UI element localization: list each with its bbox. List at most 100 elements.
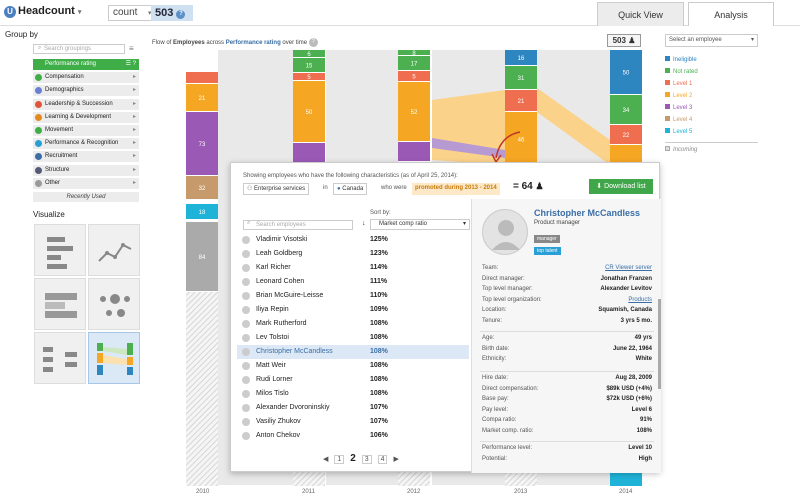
employee-row[interactable]: Matt Weir 108% bbox=[237, 359, 469, 373]
legend-incoming[interactable]: Incoming bbox=[665, 146, 697, 153]
page-4-button[interactable]: 4 bbox=[377, 455, 388, 464]
chevron-right-icon[interactable]: ▸ bbox=[132, 166, 136, 173]
vis-bar-chart-option[interactable] bbox=[34, 224, 86, 276]
bar-segment[interactable] bbox=[186, 176, 218, 199]
sidebar-item[interactable]: Performance & Recognition ▸ bbox=[33, 138, 139, 150]
vis-bubble-option[interactable] bbox=[88, 278, 140, 330]
metric-dropdown[interactable]: Headcount ▾ bbox=[18, 5, 81, 17]
bar-segment[interactable] bbox=[293, 73, 325, 80]
detail-scrollbar[interactable] bbox=[658, 299, 661, 389]
sidebar-item[interactable]: Structure ▸ bbox=[33, 164, 139, 176]
page-3-button[interactable]: 3 bbox=[361, 455, 372, 464]
legend-item[interactable]: Level 2 bbox=[665, 92, 692, 99]
bar-segment[interactable] bbox=[293, 143, 325, 162]
tab-quick-view[interactable]: Quick View bbox=[597, 2, 684, 26]
chevron-right-icon[interactable]: ▸ bbox=[132, 113, 136, 120]
legend-item[interactable]: Level 5 bbox=[665, 128, 692, 135]
legend-item[interactable]: Not rated bbox=[665, 68, 698, 75]
employee-row[interactable]: Brian McGuire-Leisse 110% bbox=[237, 289, 469, 303]
employee-search-input[interactable]: Search employees bbox=[243, 220, 353, 230]
bar-segment[interactable] bbox=[186, 222, 218, 291]
filter-chip-org[interactable]: ⚇ Enterprise services bbox=[243, 183, 310, 195]
vis-line-chart-option[interactable] bbox=[88, 224, 140, 276]
sidebar-item[interactable]: Leadership & Succession ▸ bbox=[33, 98, 139, 110]
bar-segment[interactable] bbox=[505, 90, 537, 111]
detail-value[interactable]: Products bbox=[628, 296, 652, 303]
select-employee-dropdown[interactable]: Select an employee ▾ bbox=[665, 34, 758, 47]
bar-segment[interactable] bbox=[505, 112, 537, 166]
employee-row[interactable]: Vasiliy Zhukov 107% bbox=[237, 415, 469, 429]
sidebar-item[interactable]: Compensation ▸ bbox=[33, 72, 139, 84]
page-1-button[interactable]: 1 bbox=[334, 455, 345, 464]
chevron-right-icon[interactable]: ▸ bbox=[132, 74, 136, 81]
bar-segment[interactable] bbox=[186, 204, 218, 219]
bar-segment[interactable] bbox=[398, 71, 430, 81]
employee-row[interactable]: Mark Rutherford 108% bbox=[237, 317, 469, 331]
bar-segment[interactable] bbox=[398, 82, 430, 141]
employee-row[interactable]: Milos Tislo 108% bbox=[237, 387, 469, 401]
help-icon[interactable]: ? bbox=[176, 10, 186, 19]
sidebar-item[interactable]: Learning & Development ▸ bbox=[33, 111, 139, 123]
filter-chip-location[interactable]: ● Canada bbox=[333, 183, 368, 195]
sidebar-item[interactable]: Other ▸ bbox=[33, 177, 139, 189]
employee-row[interactable]: Leonard Cohen 111% bbox=[237, 275, 469, 289]
employee-row[interactable]: Alexander Dvoroninskiy 107% bbox=[237, 401, 469, 415]
bar-segment[interactable] bbox=[398, 142, 430, 161]
bar-segment[interactable] bbox=[610, 50, 642, 94]
legend-item[interactable]: Level 4 bbox=[665, 116, 692, 123]
sidebar-item[interactable]: Recruitment ▸ bbox=[33, 151, 139, 163]
employee-row[interactable]: Rudi Lorner 108% bbox=[237, 373, 469, 387]
bar-segment[interactable] bbox=[186, 72, 218, 83]
employee-row[interactable]: Lev Tolstoi 108% bbox=[237, 331, 469, 345]
sort-icon[interactable]: ≡ bbox=[129, 44, 134, 53]
vis-sankey-option[interactable] bbox=[88, 332, 140, 384]
prev-page-icon[interactable]: ◀ bbox=[323, 456, 329, 463]
profile-name[interactable]: Christopher McCandless bbox=[534, 208, 641, 218]
vis-stacked-option[interactable] bbox=[34, 278, 86, 330]
employee-row[interactable]: Iliya Repin 109% bbox=[237, 303, 469, 317]
title-grouping[interactable]: Performance rating bbox=[225, 40, 281, 46]
bar-segment[interactable] bbox=[505, 50, 537, 65]
employee-row[interactable]: Anton Chekov 106% bbox=[237, 429, 469, 443]
download-list-button[interactable]: ⬇ Download list bbox=[589, 179, 653, 194]
legend-item[interactable]: Ineligible bbox=[665, 56, 697, 63]
chevron-right-icon[interactable]: ▸ bbox=[132, 127, 136, 133]
chevron-right-icon[interactable]: ▸ bbox=[132, 153, 136, 160]
bar-segment[interactable] bbox=[505, 66, 537, 89]
chevron-right-icon[interactable]: ▸ bbox=[132, 100, 136, 107]
tab-analysis[interactable]: Analysis bbox=[688, 2, 774, 26]
chevron-right-icon[interactable]: ▸ bbox=[132, 140, 136, 147]
bar-segment[interactable] bbox=[186, 84, 218, 111]
bar-segment[interactable] bbox=[398, 56, 430, 70]
recently-used-toggle[interactable]: Recently Used bbox=[33, 192, 139, 202]
bar-segment[interactable] bbox=[610, 125, 642, 144]
detail-value[interactable]: CR Viewer server bbox=[605, 265, 652, 271]
bar-segment[interactable] bbox=[293, 50, 325, 57]
employee-row[interactable]: Karl Richer 114% bbox=[237, 261, 469, 275]
sort-direction-icon[interactable]: ↓ bbox=[362, 220, 366, 227]
employee-row[interactable]: Vladimir Visotski 125% bbox=[237, 233, 469, 247]
employee-row[interactable]: Christopher McCandless 108% bbox=[237, 345, 469, 359]
help-icon[interactable]: ? bbox=[308, 38, 318, 47]
sidebar-item[interactable]: Demographics ▸ bbox=[33, 85, 139, 97]
bar-segment[interactable] bbox=[186, 112, 218, 175]
filter-chip-promoted[interactable]: promoted during 2013 - 2014 bbox=[412, 183, 500, 195]
legend-item[interactable]: Level 3 bbox=[665, 104, 692, 111]
bar-segment[interactable] bbox=[610, 145, 642, 164]
legend-item[interactable]: Level 1 bbox=[665, 80, 692, 87]
bar-segment[interactable] bbox=[186, 292, 218, 486]
sort-dropdown[interactable]: Market comp ratio ▾ bbox=[370, 219, 470, 230]
bar-segment[interactable] bbox=[610, 95, 642, 124]
sidebar-item[interactable]: Performance rating ☰ ? bbox=[33, 59, 139, 70]
count-dropdown[interactable]: count ▾ bbox=[108, 5, 157, 21]
vis-flow-option[interactable] bbox=[34, 332, 86, 384]
next-page-icon[interactable]: ▶ bbox=[393, 456, 399, 463]
chevron-right-icon[interactable]: ▸ bbox=[132, 179, 136, 186]
bar-segment[interactable] bbox=[398, 50, 430, 55]
bar-segment[interactable] bbox=[293, 58, 325, 72]
chevron-right-icon[interactable]: ▸ bbox=[132, 87, 136, 94]
grouping-search-input[interactable]: Search groupings bbox=[33, 44, 125, 54]
title-entity[interactable]: Employees bbox=[173, 40, 205, 46]
employee-row[interactable]: Leah Goldberg 123% bbox=[237, 247, 469, 261]
sidebar-item[interactable]: Movement ▸ bbox=[33, 125, 139, 136]
